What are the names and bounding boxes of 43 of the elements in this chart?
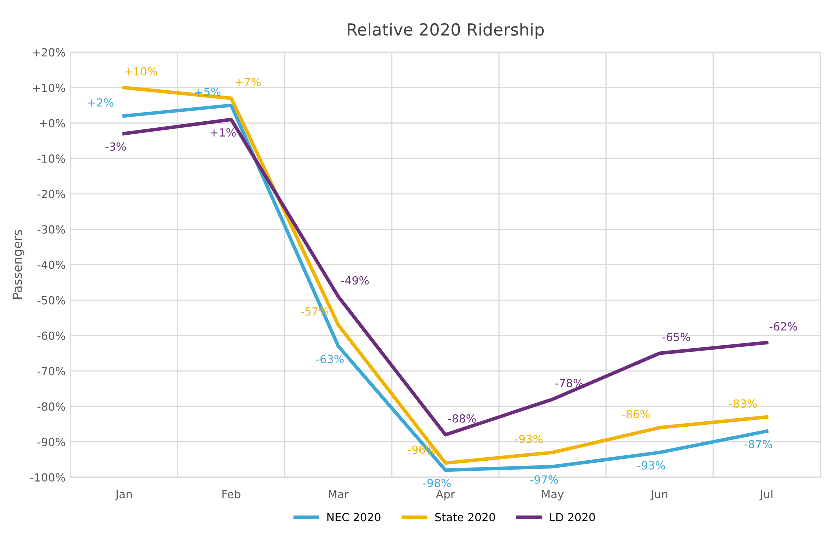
data-label: -62% — [770, 322, 798, 331]
x-tick-label: Mar — [329, 490, 350, 499]
x-tick-label: Apr — [436, 490, 456, 501]
data-label: +2% — [88, 98, 114, 107]
x-tick-label: Feb — [222, 490, 241, 499]
y-tick-label: +20% — [33, 48, 66, 57]
y-axis-title: Passengers — [12, 230, 25, 300]
data-label: -3% — [106, 142, 126, 152]
y-tick-label: -100% — [30, 473, 66, 482]
x-tick-label: Jul — [760, 490, 773, 501]
y-tick-label: -50% — [38, 296, 66, 305]
data-label: -63% — [316, 355, 344, 364]
data-label: -83% — [730, 400, 758, 408]
data-label: -87% — [744, 440, 772, 449]
data-label: -93% — [638, 461, 666, 470]
data-label: -88% — [448, 414, 476, 423]
y-tick-label: -30% — [38, 226, 66, 234]
legend-label: LD 2020 — [550, 513, 596, 522]
y-tick-label: -60% — [38, 332, 66, 340]
x-tick-label: May — [542, 490, 564, 501]
data-label: -49% — [341, 276, 369, 285]
data-label: -93% — [515, 435, 543, 444]
data-label: -65% — [662, 333, 690, 342]
y-tick-label: -90% — [38, 438, 66, 446]
y-tick-label: +10% — [33, 84, 66, 92]
chart-title: Relative 2020 Ridership — [348, 23, 544, 40]
data-label: +1% — [210, 128, 236, 137]
y-tick-label: -10% — [38, 154, 66, 164]
x-tick-label: Jan — [115, 490, 132, 501]
data-label: -98% — [424, 479, 452, 488]
y-tick-label: +0% — [40, 119, 66, 128]
y-tick-label: -70% — [38, 367, 66, 376]
x-tick-label: Jun — [650, 490, 668, 501]
legend-label: NEC 2020 — [328, 513, 381, 522]
y-tick-label: -80% — [38, 402, 66, 412]
data-label: +10% — [125, 67, 158, 76]
y-tick-label: -20% — [38, 190, 66, 198]
data-label: +7% — [236, 78, 261, 86]
data-label: -86% — [622, 410, 650, 419]
data-label: -97% — [530, 476, 558, 484]
data-label: +5% — [196, 88, 221, 96]
y-tick-label: -40% — [38, 260, 66, 270]
legend-label: State 2020 — [436, 513, 496, 522]
